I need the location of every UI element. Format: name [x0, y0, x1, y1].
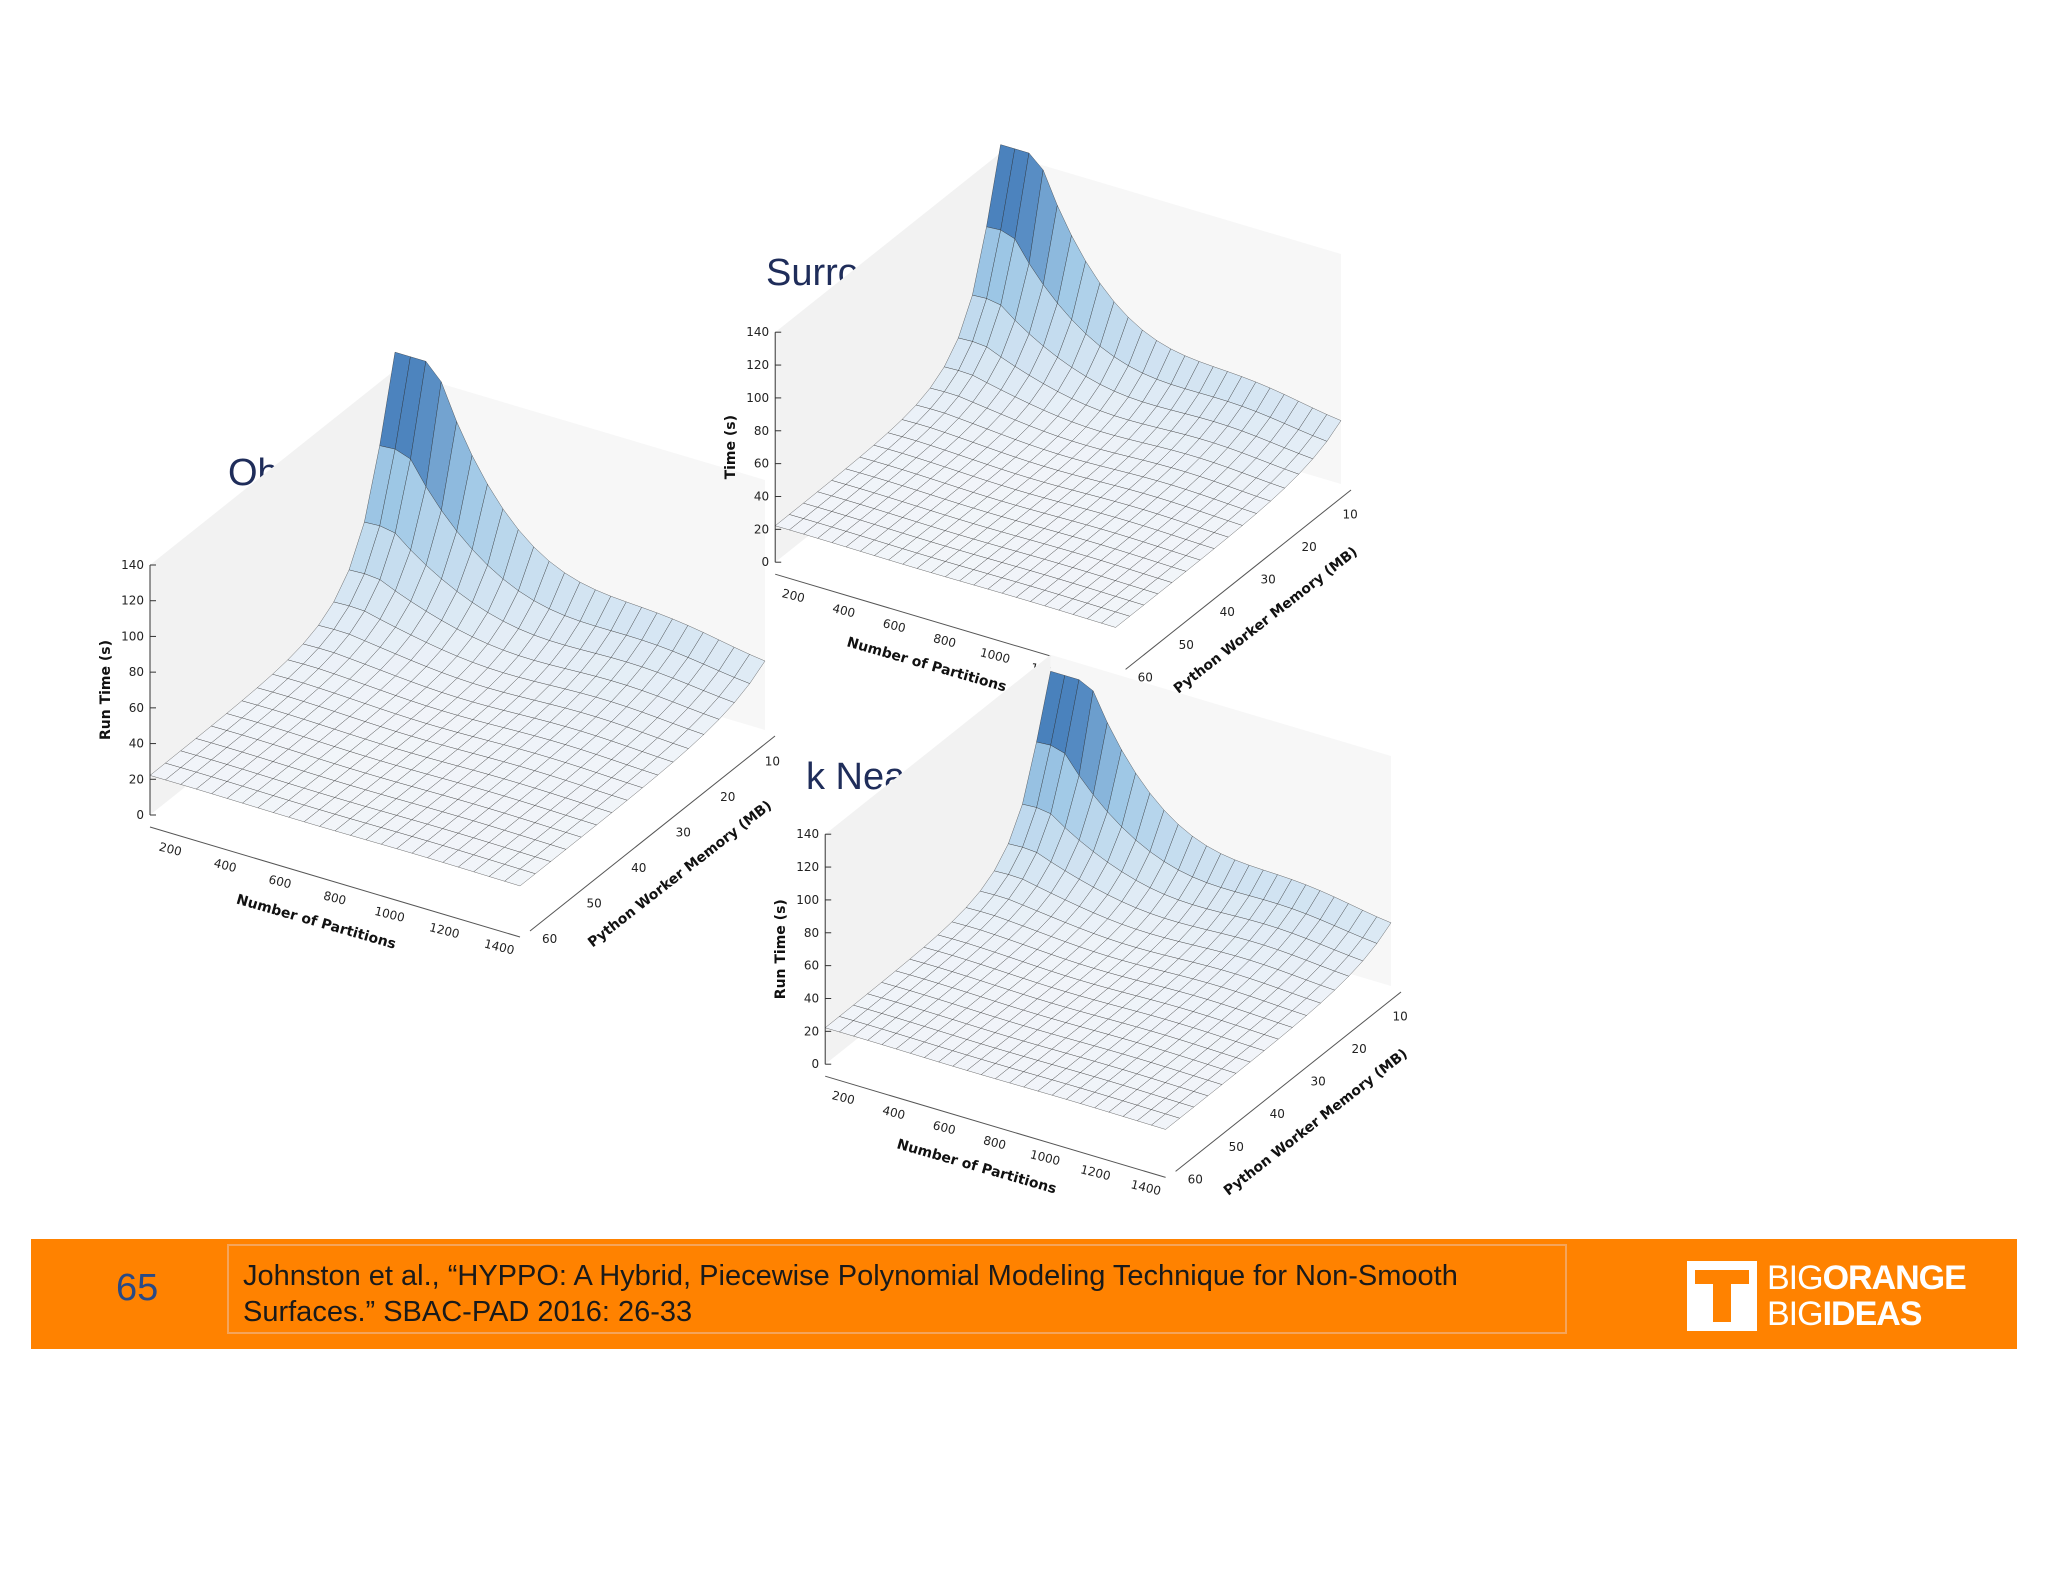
y-tick-label: 60	[1138, 670, 1153, 684]
z-axis-label: Time (s)	[723, 415, 739, 479]
y-tick-label: 10	[1393, 1009, 1408, 1023]
y-tick-label: 60	[542, 932, 557, 946]
z-axis: 0 20 40 60 80 100 120 140 Run Time (s)	[773, 827, 832, 1071]
y-axis-label: Python Worker Memory (MB)	[1221, 1046, 1411, 1199]
z-axis: 0 20 40 60 80 100 120 140 Time (s)	[723, 325, 782, 569]
x-tick-label: 200	[831, 1088, 857, 1107]
y-tick-label: 40	[631, 861, 646, 875]
x-axis-label: Number of Partitions	[895, 1136, 1058, 1197]
y-tick-label: 20	[1352, 1042, 1367, 1056]
x-tick-label: 600	[267, 872, 293, 891]
y-tick-label: 40	[1220, 605, 1235, 619]
x-axis-label: Number of Partitions	[234, 892, 397, 953]
x-tick-label: 200	[781, 586, 807, 605]
y-tick-label: 50	[587, 897, 602, 911]
x-tick-label: 200	[158, 840, 184, 859]
z-tick-label: 140	[796, 827, 819, 841]
z-tick-label: 80	[804, 926, 819, 940]
x-tick-label: 800	[982, 1133, 1008, 1152]
page-number: 65	[116, 1267, 159, 1309]
z-tick-label: 20	[754, 522, 769, 536]
z-tick-label: 80	[754, 424, 769, 438]
citation-text: Johnston et al., “HYPPO: A Hybrid, Piece…	[227, 1244, 1567, 1334]
z-tick-label: 80	[129, 665, 144, 679]
surface-plot-knn: 0 20 40 60 80 100 120 140 Run Time (s) 200 400 600 8…	[773, 654, 1411, 1199]
z-tick-label: 140	[121, 558, 144, 572]
y-tick-label: 50	[1179, 638, 1194, 652]
x-tick-label: 1000	[979, 645, 1012, 666]
y-tick-label: 20	[1302, 540, 1317, 554]
y-tick-label: 50	[1229, 1140, 1244, 1154]
z-axis-label: Run Time (s)	[773, 899, 789, 999]
surface-plot-surrogate: 0 20 40 60 80 100 120 140 Time (s) 200 400 600 800 10…	[723, 144, 1361, 697]
z-tick-label: 60	[129, 701, 144, 715]
university-logo: BIGORANGE BIGIDEAS	[1687, 1261, 1997, 1331]
z-tick-label: 60	[804, 959, 819, 973]
z-tick-label: 120	[746, 358, 769, 372]
x-tick-label: 1400	[1129, 1177, 1162, 1198]
y-tick-label: 60	[1188, 1172, 1203, 1186]
y-tick-label: 10	[765, 755, 780, 769]
y-tick-label: 10	[1343, 507, 1358, 521]
z-axis-label: Run Time (s)	[98, 640, 114, 740]
z-tick-label: 140	[746, 325, 769, 339]
logo-text-row-2: BIGIDEAS	[1767, 1295, 1922, 1333]
x-tick-label: 400	[831, 601, 857, 620]
x-tick-label: 800	[322, 889, 348, 908]
x-tick-label: 600	[931, 1118, 957, 1137]
z-tick-label: 0	[812, 1057, 820, 1071]
z-tick-label: 100	[746, 391, 769, 405]
x-tick-label: 1400	[483, 937, 516, 958]
x-tick-label: 800	[932, 631, 958, 650]
x-tick-label: 1000	[1029, 1147, 1062, 1168]
z-tick-label: 40	[129, 737, 144, 751]
z-tick-label: 120	[796, 860, 819, 874]
z-tick-label: 40	[754, 489, 769, 503]
z-tick-label: 60	[754, 457, 769, 471]
logo-text-row-1: BIGORANGE	[1767, 1259, 1967, 1297]
x-axis-label: Number of Partitions	[845, 634, 1008, 695]
z-tick-label: 0	[762, 555, 770, 569]
footer-bar: 65 Johnston et al., “HYPPO: A Hybrid, Pi…	[31, 1239, 2017, 1349]
z-tick-label: 20	[129, 772, 144, 786]
z-axis: 0 20 40 60 80 100 120 140 Run Time (s)	[98, 558, 156, 822]
x-tick-label: 1200	[1079, 1162, 1112, 1183]
x-tick-label: 600	[881, 616, 907, 635]
z-tick-label: 20	[804, 1024, 819, 1038]
y-tick-label: 40	[1270, 1107, 1285, 1121]
x-tick-label: 1200	[428, 920, 461, 941]
z-tick-label: 40	[804, 991, 819, 1005]
x-tick-label: 400	[881, 1103, 907, 1122]
y-tick-label: 30	[676, 826, 691, 840]
x-tick-label: 400	[212, 856, 238, 875]
y-axis-label: Python Worker Memory (MB)	[1171, 544, 1361, 697]
power-t-logo-icon	[1687, 1261, 1757, 1331]
y-tick-label: 20	[720, 790, 735, 804]
z-tick-label: 120	[121, 594, 144, 608]
z-tick-label: 100	[121, 629, 144, 643]
z-tick-label: 0	[136, 808, 144, 822]
x-tick-label: 1000	[373, 904, 406, 925]
y-tick-label: 30	[1261, 573, 1276, 587]
z-tick-label: 100	[796, 893, 819, 907]
y-tick-label: 30	[1311, 1075, 1326, 1089]
